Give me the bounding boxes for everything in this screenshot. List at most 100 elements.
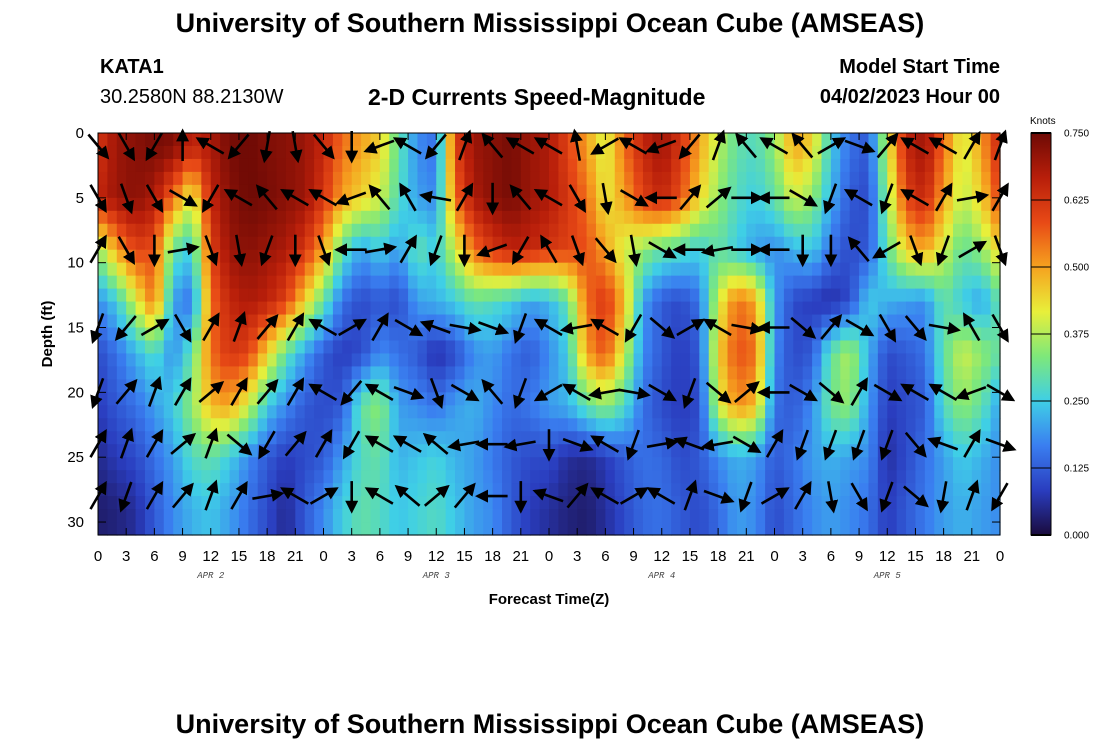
speed-cell — [248, 353, 259, 368]
speed-cell — [793, 301, 804, 316]
speed-cell — [107, 158, 118, 173]
speed-cell — [426, 509, 437, 523]
speed-cell — [558, 340, 569, 355]
current-vector-arrow — [447, 438, 480, 452]
speed-cell — [445, 405, 456, 419]
speed-cell — [107, 171, 118, 186]
speed-cell — [248, 133, 259, 147]
speed-cell — [962, 366, 973, 380]
speed-cell — [276, 249, 287, 264]
speed-cell — [896, 509, 907, 523]
speed-cell — [351, 288, 362, 303]
current-vector-arrow — [119, 183, 134, 215]
speed-cell — [539, 210, 550, 225]
speed-cell — [530, 418, 541, 432]
speed-cell — [135, 353, 146, 368]
speed-cell — [342, 366, 353, 380]
speed-cell — [549, 236, 559, 251]
speed-cell — [558, 470, 569, 484]
speed-cell — [830, 483, 841, 497]
speed-cell — [605, 210, 616, 225]
speed-cell — [323, 327, 334, 342]
speed-cell — [126, 158, 137, 173]
speed-cell — [877, 405, 888, 419]
speed-cell — [398, 522, 409, 536]
speed-cell — [314, 353, 325, 368]
speed-cell — [887, 483, 898, 497]
speed-cell — [173, 509, 184, 523]
speed-cell — [840, 314, 851, 329]
speed-cell — [868, 418, 879, 432]
speed-cell — [652, 314, 663, 329]
speed-cell — [642, 366, 653, 380]
speed-cell — [567, 288, 578, 303]
speed-cell — [426, 327, 437, 342]
speed-cell — [774, 288, 785, 303]
speed-cell — [736, 418, 747, 432]
speed-cell — [812, 223, 823, 238]
speed-cell — [210, 444, 221, 458]
speed-cell — [821, 262, 832, 277]
speed-cell — [774, 158, 785, 173]
speed-cell — [689, 171, 700, 186]
speed-cell — [426, 457, 437, 471]
current-vector-arrow — [227, 133, 250, 160]
speed-cell — [981, 483, 992, 497]
speed-cell — [718, 210, 729, 225]
speed-cell — [680, 405, 691, 419]
speed-cell — [887, 509, 898, 523]
speed-cell — [445, 210, 456, 225]
speed-cell — [924, 288, 935, 303]
speed-cell — [906, 262, 917, 277]
speed-cell — [605, 314, 616, 329]
speed-cell — [661, 133, 672, 147]
speed-cell — [455, 431, 466, 445]
speed-cell — [342, 509, 353, 523]
speed-cell — [276, 133, 287, 147]
speed-cell — [201, 379, 212, 393]
speed-cell — [962, 496, 973, 510]
speed-cell — [361, 262, 372, 277]
speed-cell — [98, 522, 108, 536]
speed-cell — [295, 158, 306, 173]
speed-cell — [361, 522, 372, 536]
speed-cell — [483, 470, 494, 484]
speed-cell — [868, 223, 879, 238]
speed-cell — [116, 262, 127, 277]
speed-cell — [389, 405, 400, 419]
speed-cell — [116, 431, 127, 445]
speed-cell — [370, 444, 381, 458]
current-vector-arrow — [738, 481, 753, 513]
speed-cell — [520, 522, 531, 536]
speed-cell — [652, 249, 663, 264]
speed-cell — [238, 457, 249, 471]
colorbar-tick-label: 0.750 — [1064, 129, 1089, 140]
speed-cell — [295, 496, 306, 510]
speed-cell — [267, 236, 278, 251]
current-vector-arrow — [703, 489, 735, 504]
speed-cell — [445, 184, 456, 199]
speed-cell — [276, 223, 287, 238]
speed-cell — [671, 366, 682, 380]
speed-cell — [859, 236, 870, 251]
speed-cell — [661, 483, 672, 497]
speed-cell — [567, 223, 578, 238]
speed-cell — [680, 301, 691, 316]
speed-cell — [755, 392, 766, 406]
speed-cell — [708, 353, 719, 368]
speed-cell — [398, 470, 409, 484]
speed-cell — [877, 431, 888, 445]
speed-cell — [210, 236, 221, 251]
speed-cell — [304, 171, 315, 186]
speed-cell — [98, 340, 108, 355]
speed-cell — [840, 262, 851, 277]
speed-cell — [276, 145, 287, 160]
speed-cell — [135, 366, 146, 380]
speed-cell — [314, 197, 325, 212]
speed-cell — [680, 262, 691, 277]
speed-cell — [144, 262, 155, 277]
current-vector-arrow — [876, 132, 899, 159]
current-vector-arrow — [844, 139, 876, 154]
current-vector-arrow — [505, 137, 535, 155]
speed-cell — [417, 249, 428, 264]
